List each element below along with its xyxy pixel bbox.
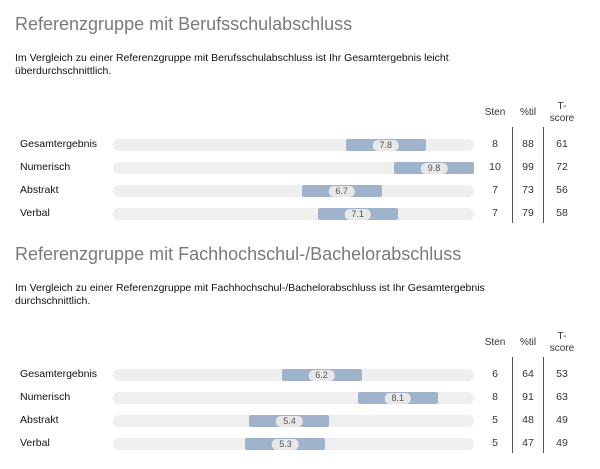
t-score-value: 61 [556,138,568,150]
t-score-value: 72 [556,161,568,173]
column-divider [512,127,513,223]
column-divider [512,357,513,453]
column-header-sten: Sten [484,107,506,118]
t-score-value: 49 [556,414,568,426]
percentile-value: 47 [522,437,534,449]
percentile-value: 91 [522,391,534,403]
section-title: Referenzgruppe mit Fachhochschul-/Bachel… [15,244,462,264]
sten-value: 6 [492,368,498,380]
score-bar-track: 9.8 [113,162,474,174]
sten-value: 8 [492,391,498,403]
sten-value: 5 [492,414,498,426]
column-divider [543,127,544,223]
score-value-label: 6.7 [328,185,355,197]
percentile-value: 99 [522,161,534,173]
t-score-header-line1: T- [557,331,567,342]
score-value-label: 7.1 [344,208,371,220]
percentile-value: 48 [522,414,534,426]
score-row: Abstrakt 6.7 7 73 56 [0,181,600,201]
percentile-value: 79 [522,207,534,219]
percentile-value: 64 [522,368,534,380]
score-bar: 8.1 [357,392,438,404]
t-score-header-line2: score [549,343,575,354]
score-value-label: 5.3 [272,438,299,450]
t-score-header-line1: T- [557,101,567,112]
sten-value: 7 [492,207,498,219]
score-row: Numerisch 8.1 8 91 63 [0,388,600,408]
section-description: Im Vergleich zu einer Referenzgruppe mit… [15,52,449,77]
score-row: Numerisch 9.8 10 99 72 [0,158,600,178]
score-bar: 6.7 [301,185,382,197]
column-header-t-score: T- score [545,101,579,125]
score-bar: 7.1 [317,208,398,220]
score-value-label: 9.8 [420,162,448,174]
t-score-value: 63 [556,391,568,403]
score-row: Verbal 5.3 5 47 49 [0,434,600,454]
section-title: Referenzgruppe mit Berufsschulabschluss [15,14,353,34]
score-bar-track: 8.1 [113,392,474,404]
column-header-percentile: %til [519,337,537,348]
percentile-value: 73 [522,184,534,196]
score-row-label: Gesamtergebnis [20,368,98,380]
sten-value: 5 [492,437,498,449]
score-row: Abstrakt 5.4 5 48 49 [0,411,600,431]
score-row-label: Abstrakt [20,414,59,426]
score-bar-track: 7.1 [113,208,474,220]
sten-value: 7 [492,184,498,196]
column-divider [543,357,544,453]
column-header-percentile: %til [519,107,537,118]
score-row: Verbal 7.1 7 79 58 [0,204,600,224]
score-row-label: Numerisch [20,161,71,173]
t-score-value: 53 [556,368,568,380]
percentile-value: 88 [522,138,534,150]
score-row-label: Gesamtergebnis [20,138,98,150]
sten-value: 8 [492,138,498,150]
score-bar-track: 6.7 [113,185,474,197]
score-row-label: Numerisch [20,391,71,403]
t-score-header-line2: score [549,113,575,124]
score-value-label: 6.2 [308,369,335,381]
score-row-label: Verbal [20,207,50,219]
t-score-value: 56 [556,184,568,196]
score-bar: 9.8 [394,162,474,174]
score-bar: 6.2 [281,369,362,381]
sten-value: 10 [489,161,501,173]
score-value-label: 8.1 [384,392,412,404]
score-value-label: 5.4 [276,415,303,427]
score-row-label: Abstrakt [20,184,59,196]
score-bar-track: 5.4 [113,415,474,427]
column-header-sten: Sten [484,337,506,348]
score-row: Gesamtergebnis 7.8 8 88 61 [0,135,600,155]
score-row-label: Verbal [20,437,50,449]
score-bar: 5.4 [249,415,330,427]
score-bar: 7.8 [345,139,426,151]
score-bar-track: 7.8 [113,139,474,151]
score-value-label: 7.8 [372,139,400,151]
score-bar-track: 5.3 [113,438,474,450]
t-score-value: 49 [556,437,568,449]
score-bar-track: 6.2 [113,369,474,381]
score-row: Gesamtergebnis 6.2 6 64 53 [0,365,600,385]
column-header-t-score: T- score [545,331,579,355]
score-bar: 5.3 [245,438,326,450]
section-description: Im Vergleich zu einer Referenzgruppe mit… [15,282,485,307]
t-score-value: 58 [556,207,568,219]
